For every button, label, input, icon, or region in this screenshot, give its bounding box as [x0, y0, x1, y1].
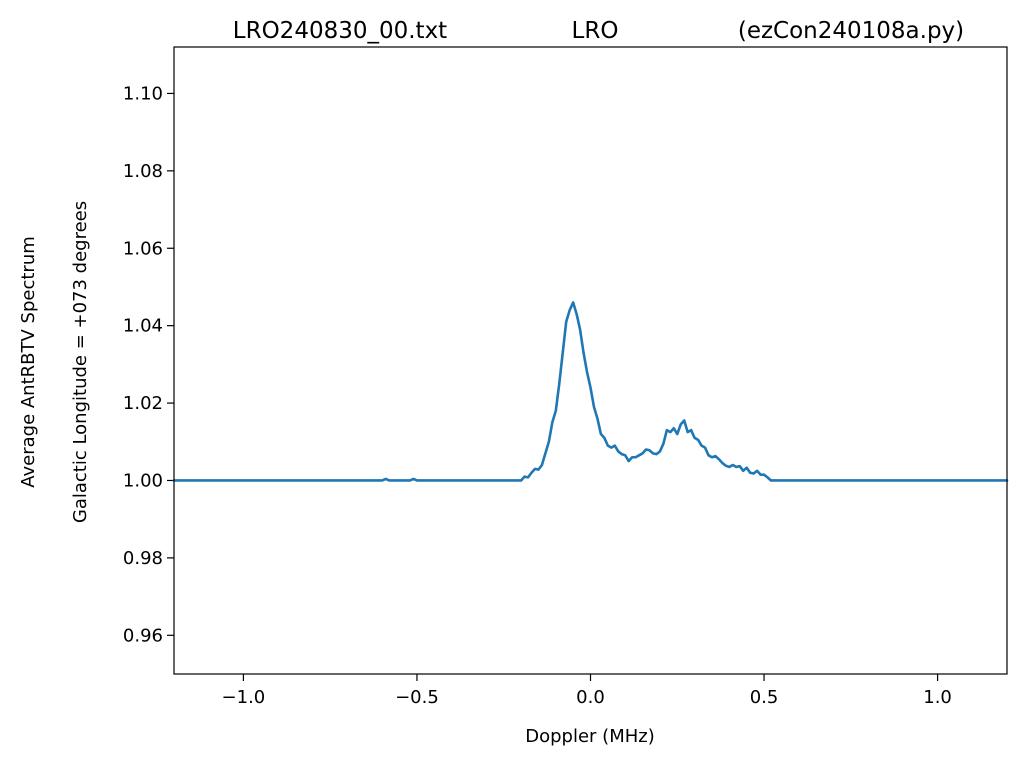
y-tick-label: 1.08	[123, 161, 163, 182]
y-axis: 0.96 0.98 1.00 1.02 1.04 1.06 1.08 1.10	[123, 83, 174, 646]
x-tick-label: −1.0	[222, 687, 266, 708]
title-right: (ezCon240108a.py)	[738, 18, 964, 44]
y-tick-label: 1.04	[123, 316, 163, 337]
x-axis-label: Doppler (MHz)	[525, 726, 654, 747]
y-tick-label: 1.06	[123, 238, 163, 259]
y-axis-label-line1: Average AntRBTV Spectrum	[18, 236, 39, 488]
y-tick-label: 1.00	[123, 470, 163, 491]
title-left: LRO240830_00.txt	[233, 18, 447, 44]
x-tick-label: 0.5	[750, 687, 779, 708]
x-axis: −1.0 −0.5 0.0 0.5 1.0	[222, 674, 952, 708]
y-tick-label: 1.10	[123, 83, 163, 104]
y-tick-label: 0.98	[123, 548, 163, 569]
y-axis-label-line2: Galactic Longitude = +073 degrees	[70, 201, 91, 523]
y-tick-label: 0.96	[123, 625, 163, 646]
title-center: LRO	[572, 18, 619, 44]
y-tick-label: 1.02	[123, 393, 163, 414]
series-line	[172, 301, 1009, 482]
x-tick-label: −0.5	[395, 687, 439, 708]
x-tick-label: 0.0	[576, 687, 605, 708]
plot-frame	[173, 46, 1008, 675]
x-tick-label: 1.0	[923, 687, 952, 708]
